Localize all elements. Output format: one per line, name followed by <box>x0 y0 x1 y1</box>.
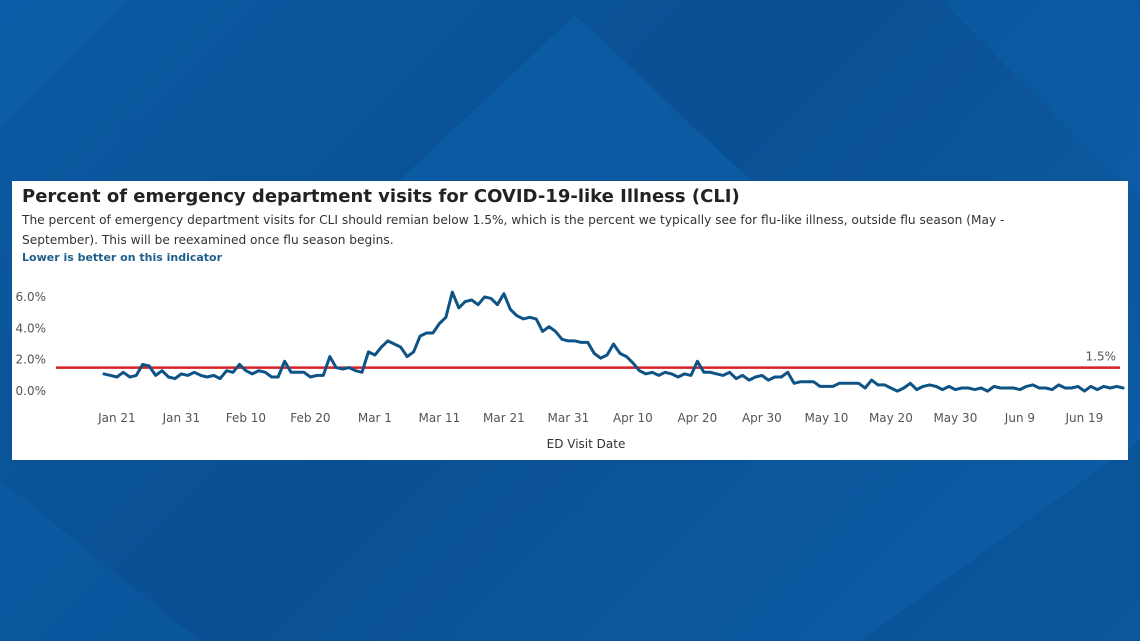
series-line-cli-percent <box>102 290 1125 393</box>
x-tick-label: Jan 31 <box>162 411 201 425</box>
x-tick-label: Apr 20 <box>677 411 717 425</box>
y-tick-label: 6.0% <box>16 290 47 304</box>
x-tick-label: Jan 21 <box>97 411 136 425</box>
x-tick-label: Apr 30 <box>742 411 782 425</box>
x-tick-label: May 20 <box>869 411 913 425</box>
reference-line-label: 1.5% <box>1086 350 1117 364</box>
x-tick-label: May 30 <box>933 411 977 425</box>
x-axis-title: ED Visit Date <box>547 437 626 451</box>
chart-subtitle: The percent of emergency department visi… <box>22 213 1005 247</box>
line-chart: 0.0% 2.0% 4.0% 6.0% Jan 21 Jan 31 Feb 10 Feb 2… <box>16 290 1125 451</box>
x-tick-label: Mar 11 <box>419 411 461 425</box>
y-tick-label: 4.0% <box>16 321 47 335</box>
x-tick-label: Feb 20 <box>290 411 330 425</box>
chart-card: Percent of emergency department visits f… <box>12 181 1128 460</box>
x-tick-label: May 10 <box>804 411 848 425</box>
x-tick-label: Mar 31 <box>548 411 590 425</box>
x-tick-label: Jun 19 <box>1064 411 1103 425</box>
x-tick-label: Mar 1 <box>358 411 392 425</box>
x-tick-label: Mar 21 <box>483 411 525 425</box>
x-tick-label: Feb 10 <box>226 411 266 425</box>
y-axis-ticks: 0.0% 2.0% 4.0% 6.0% <box>16 290 47 398</box>
y-tick-label: 0.0% <box>16 384 47 398</box>
chart-title: Percent of emergency department visits f… <box>22 186 740 207</box>
x-axis-ticks: Jan 21 Jan 31 Feb 10 Feb 20 Mar 1 Mar 11 Mar 2… <box>97 411 1103 425</box>
y-tick-label: 2.0% <box>16 353 47 367</box>
indicator-note: Lower is better on this indicator <box>22 251 223 264</box>
x-tick-label: Jun 9 <box>1004 411 1035 425</box>
x-tick-label: Apr 10 <box>613 411 653 425</box>
